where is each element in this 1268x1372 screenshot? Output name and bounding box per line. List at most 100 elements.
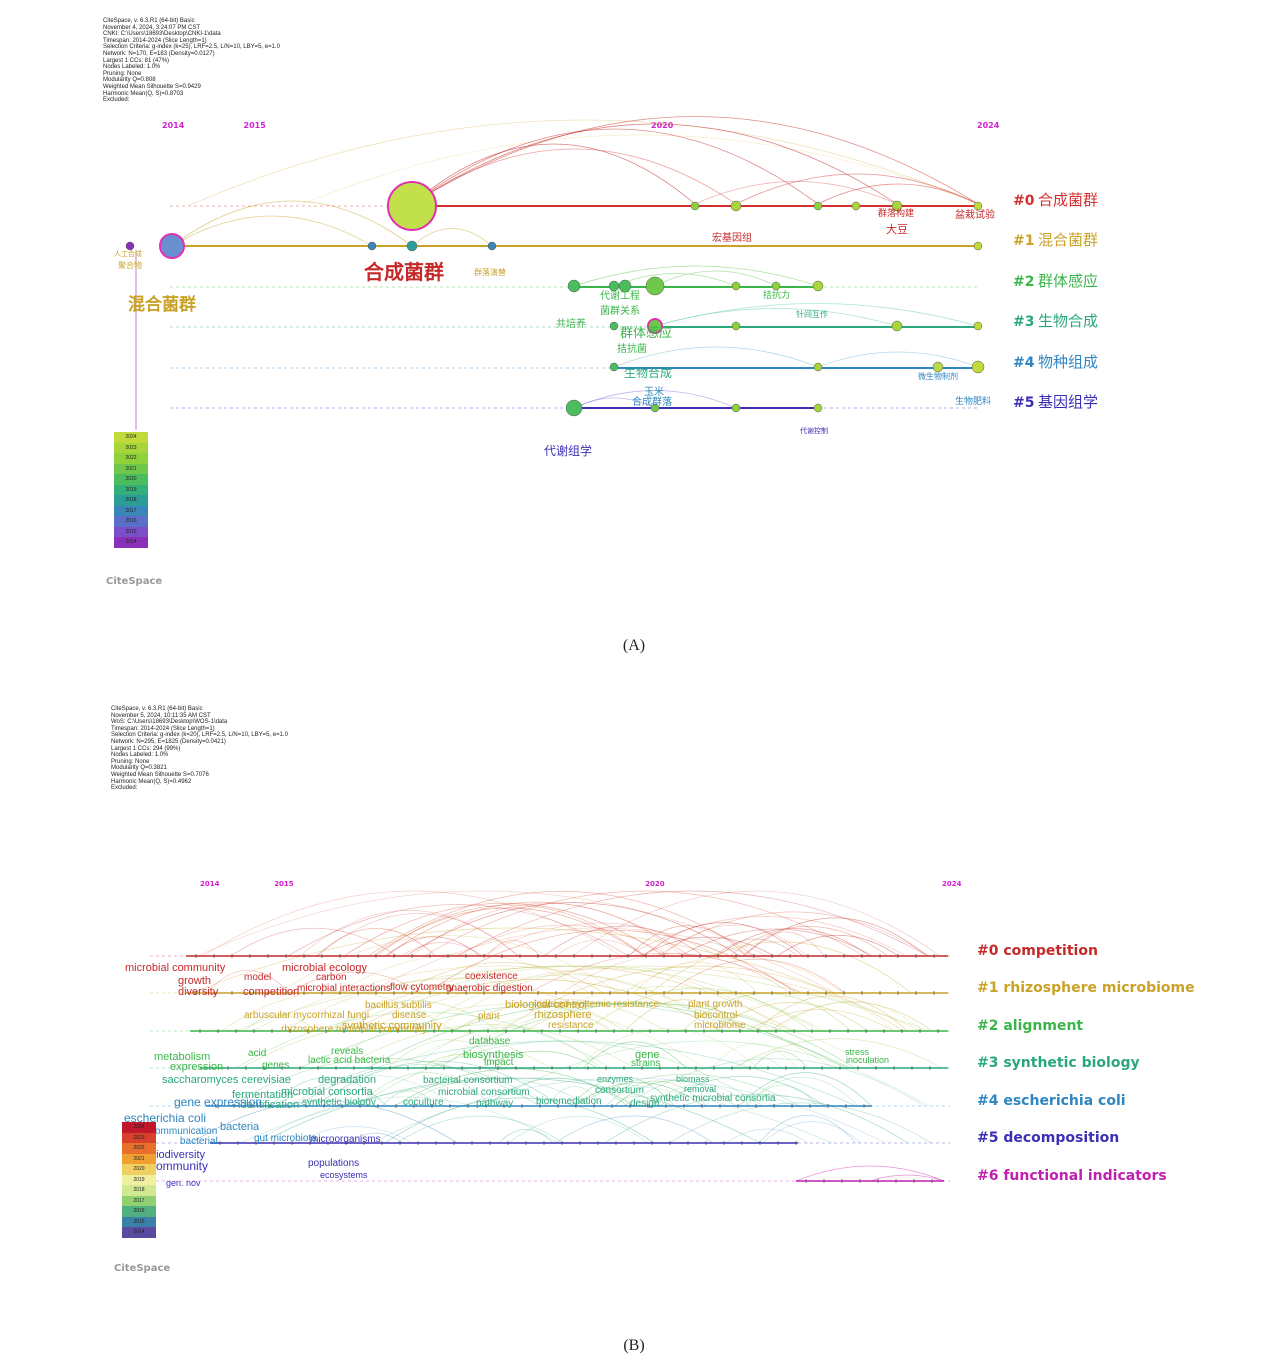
keyword-label: disease (392, 1010, 427, 1021)
keyword-label: removal (684, 1084, 716, 1094)
citation-arc (412, 1027, 601, 1069)
citation-arc (573, 397, 656, 409)
metadata-line: Modularity Q=0.3821 (111, 765, 167, 772)
keyword-node (690, 201, 700, 211)
keyword-label: enzymes (597, 1074, 634, 1084)
citation-arc (252, 1096, 559, 1144)
network-metadata: CiteSpace, v. 6.3.R1 (64-bit) Basic Novem… (103, 18, 280, 104)
citation-arc (667, 959, 846, 994)
citation-arc (342, 1024, 635, 1069)
citation-arc (573, 265, 819, 287)
legend-year-swatch: 2020 (122, 1164, 156, 1175)
keyword-label: resistance (548, 1020, 594, 1031)
cluster-id-label: #5 (1013, 395, 1034, 411)
citation-arc (396, 1115, 564, 1144)
citation-arc (453, 1004, 614, 1032)
keyword-label: strains (631, 1058, 660, 1069)
citation-arc (283, 978, 626, 1032)
citation-arc (411, 116, 979, 205)
keyword-label: populations (308, 1158, 359, 1169)
citation-arc (555, 1115, 714, 1144)
keyword-label: ecosystems (320, 1170, 368, 1180)
legend-year-swatch: 2018 (122, 1185, 156, 1196)
citation-arc (661, 924, 808, 957)
keyword-node (891, 200, 903, 212)
citation-arc (485, 1077, 628, 1107)
figure-caption-b: (B) (623, 1337, 645, 1354)
legend-year-swatch: 2020 (114, 474, 148, 485)
citation-arc (411, 228, 493, 247)
citation-arc (387, 1039, 509, 1069)
metadata-line: Timespan: 2014-2024 (Slice Length=1) (111, 725, 215, 732)
cluster-label: #3 synthetic biology (977, 1055, 1140, 1071)
metadata-line: Pruning: None (111, 758, 150, 765)
cluster-id-label: #2 (1013, 274, 1034, 290)
citation-arc (381, 1090, 438, 1107)
keyword-label: 生物肥料 (955, 395, 991, 407)
citation-arc (386, 936, 481, 957)
citation-arc (817, 351, 979, 368)
citation-arc (437, 1002, 855, 1069)
citation-arc (526, 1015, 611, 1032)
year-tick-label: 2024 (942, 880, 962, 888)
cluster-id-label: #0 (1013, 193, 1035, 209)
citation-arc (367, 1002, 846, 1069)
citation-arc (643, 922, 804, 957)
cluster-label: #6 functional indicators (977, 1168, 1167, 1184)
keyword-label: competition (243, 986, 299, 998)
citation-arc (650, 1084, 751, 1107)
citation-arc (582, 1041, 687, 1069)
citation-arc (776, 934, 899, 957)
keyword-node (565, 399, 583, 417)
citation-arc (430, 1002, 834, 1069)
keyword-node (731, 321, 741, 331)
keyword-node (406, 240, 418, 252)
keyword-label: microbiome (694, 1020, 746, 1031)
keyword-label: microbial interactions (297, 983, 391, 994)
year-tick-label: 2015 (244, 121, 267, 130)
keyword-label: 生物合成 (624, 365, 672, 380)
year-color-legend: 2024 2023 2022 2021 2020 2019 2018 2017 2016 2015… (114, 432, 148, 548)
legend-year-swatch: 2014 (114, 537, 148, 548)
metadata-line: Largest 1 CCs: 81 (47%) (103, 57, 170, 64)
citation-arc (432, 968, 786, 1032)
keyword-node (813, 362, 823, 372)
metadata-line: Modularity Q=0.808 (103, 77, 156, 84)
cluster-name-label: 合成菌群 (1038, 191, 1098, 209)
citation-arc (367, 927, 835, 994)
year-tick-label: 2014 (200, 880, 220, 888)
citation-arc (384, 1097, 655, 1144)
keyword-label: microorganisms (310, 1134, 381, 1145)
citation-arc (654, 308, 898, 327)
legend-year-swatch: 2017 (122, 1195, 156, 1206)
citation-arc (604, 1094, 908, 1144)
keyword-label: acid (248, 1048, 266, 1059)
keyword-label: biosynthesis (463, 1049, 524, 1061)
keyword-label: biocontrol (694, 1010, 737, 1021)
metadata-line: WoS: C:\Users\18693\Desktop\WOS-1\data (111, 719, 228, 726)
citation-arc (423, 890, 865, 957)
citation-arc (299, 1002, 851, 1069)
citation-arc (732, 1038, 943, 1069)
keyword-label: identification (238, 1099, 299, 1111)
citation-arc (717, 928, 870, 957)
keyword-label: 代谢工程 (600, 289, 640, 302)
timeline-panel-a: CiteSpace, v. 6.3.R1 (64-bit) Basic Novem… (0, 0, 1268, 654)
keyword-label: growth (178, 975, 211, 987)
metadata-line: Network: N=295, E=1825 (Density=0.0421) (111, 738, 226, 745)
citation-arc (762, 1121, 862, 1144)
legend-year-swatch: 2022 (114, 453, 148, 464)
metadata-line: Harmonic Mean(Q, S)=0.4962 (111, 778, 192, 785)
keyword-node (387, 181, 437, 231)
keyword-label: gen. nov (166, 1178, 201, 1188)
keyword-node (973, 241, 983, 251)
citation-arc (649, 941, 912, 994)
citation-arc (241, 1022, 551, 1069)
citation-arc (817, 183, 979, 205)
keyword-label: stress (845, 1047, 870, 1057)
citation-arc (171, 215, 373, 247)
citation-arc (190, 1100, 458, 1144)
citation-arc (714, 994, 896, 1032)
citation-arc (456, 890, 929, 957)
citation-arc (482, 922, 718, 957)
